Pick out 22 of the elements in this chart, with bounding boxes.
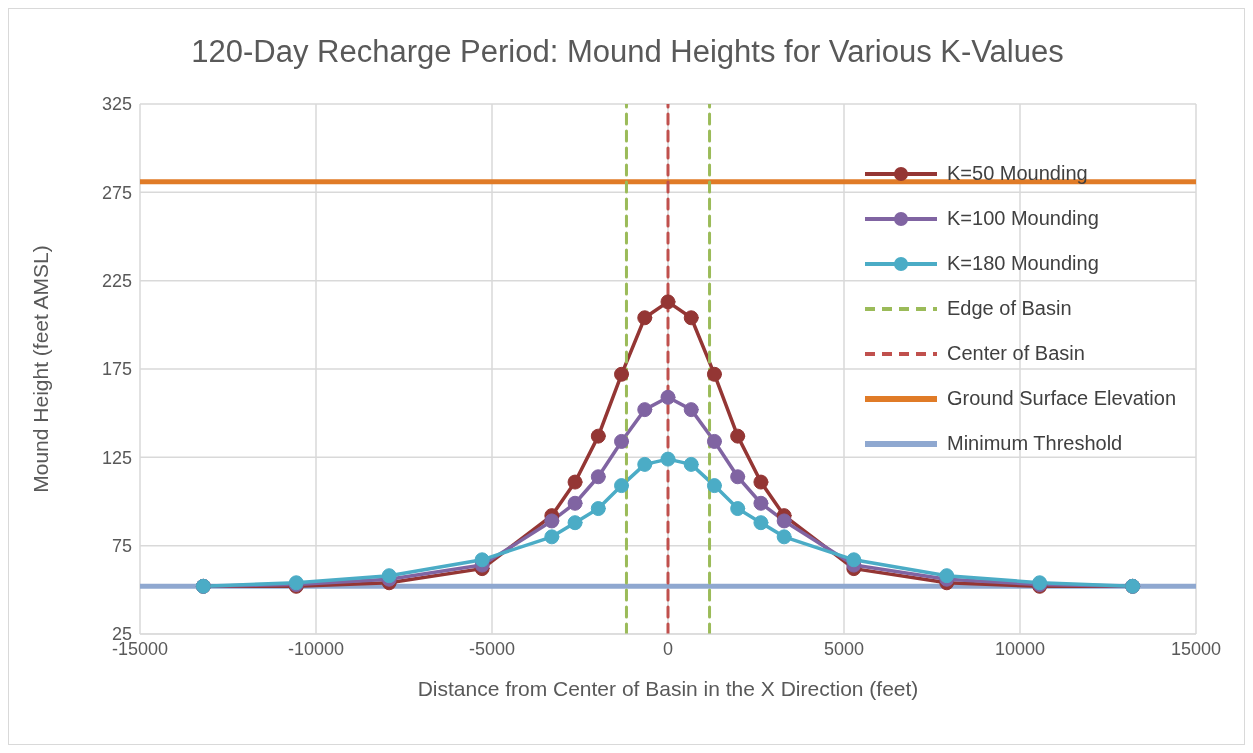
legend-label: Minimum Threshold bbox=[947, 432, 1123, 455]
legend-label: Center of Basin bbox=[947, 342, 1085, 365]
x-axis-title: Distance from Center of Basin in the X Direction (feet) bbox=[417, 677, 919, 700]
legend-label: Ground Surface Elevation bbox=[947, 387, 1177, 410]
x-tick-label: -10000 bbox=[287, 638, 345, 659]
y-tick-label: 125 bbox=[101, 447, 132, 468]
legend-label: K=100 Mounding bbox=[947, 207, 1099, 230]
chart-title: 120-Day Recharge Period: Mound Heights for Various K-Values bbox=[190, 34, 1065, 70]
legend-label: Edge of Basin bbox=[947, 297, 1072, 320]
x-tick-label: 10000 bbox=[994, 638, 1046, 659]
legend-label: K=180 Mounding bbox=[947, 252, 1099, 275]
y-axis-title: Mound Height (feet AMSL) bbox=[29, 245, 53, 493]
x-tick-label: 5000 bbox=[823, 638, 865, 659]
y-tick-label: 275 bbox=[101, 182, 132, 203]
y-tick-label: 75 bbox=[111, 536, 132, 557]
y-tick-label: 325 bbox=[101, 94, 132, 115]
y-tick-label: 175 bbox=[101, 359, 132, 380]
legend-label: K=50 Mounding bbox=[947, 162, 1088, 185]
y-tick-label: 225 bbox=[101, 271, 132, 292]
x-tick-label: 15000 bbox=[1170, 638, 1222, 659]
x-tick-label: 0 bbox=[662, 638, 674, 659]
x-tick-label: -5000 bbox=[468, 638, 516, 659]
